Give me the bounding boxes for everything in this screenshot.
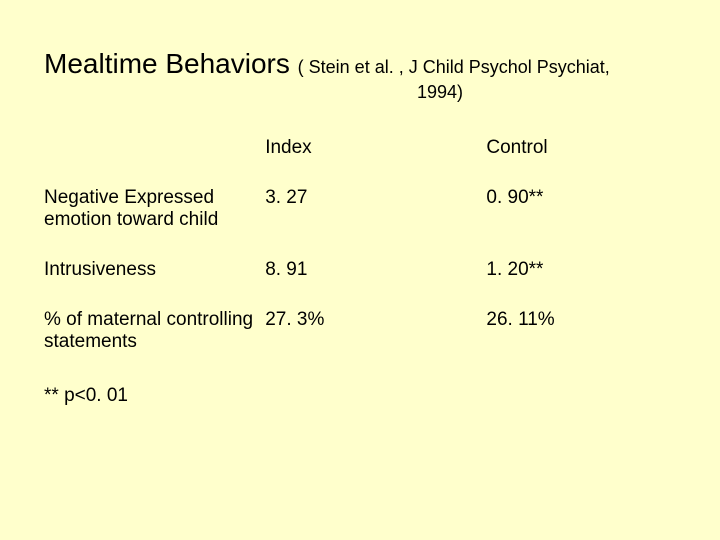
row-label: Intrusiveness	[44, 259, 265, 309]
row-label: Negative Expressed emotion toward child	[44, 187, 265, 259]
title-main: Mealtime Behaviors	[44, 48, 298, 79]
header-index: Index	[265, 137, 486, 187]
table-row: % of maternal controlling statements 27.…	[44, 309, 676, 381]
row-label: % of maternal controlling statements	[44, 309, 265, 381]
title-citation-line2: 1994)	[204, 82, 676, 103]
table-header-row: Index Control	[44, 137, 676, 187]
header-label	[44, 137, 265, 187]
title-block: Mealtime Behaviors ( Stein et al. , J Ch…	[44, 48, 676, 103]
mealtime-table: Index Control Negative Expressed emotion…	[44, 137, 676, 381]
footnote: ** p<0. 01	[44, 385, 676, 407]
row-control: 1. 20**	[486, 259, 676, 309]
title-citation-line1: ( Stein et al. , J Child Psychol Psychia…	[298, 57, 610, 77]
row-index: 3. 27	[265, 187, 486, 259]
row-control: 0. 90**	[486, 187, 676, 259]
row-index: 8. 91	[265, 259, 486, 309]
table-row: Intrusiveness 8. 91 1. 20**	[44, 259, 676, 309]
row-index: 27. 3%	[265, 309, 486, 381]
header-control: Control	[486, 137, 676, 187]
row-control: 26. 11%	[486, 309, 676, 381]
table-row: Negative Expressed emotion toward child …	[44, 187, 676, 259]
